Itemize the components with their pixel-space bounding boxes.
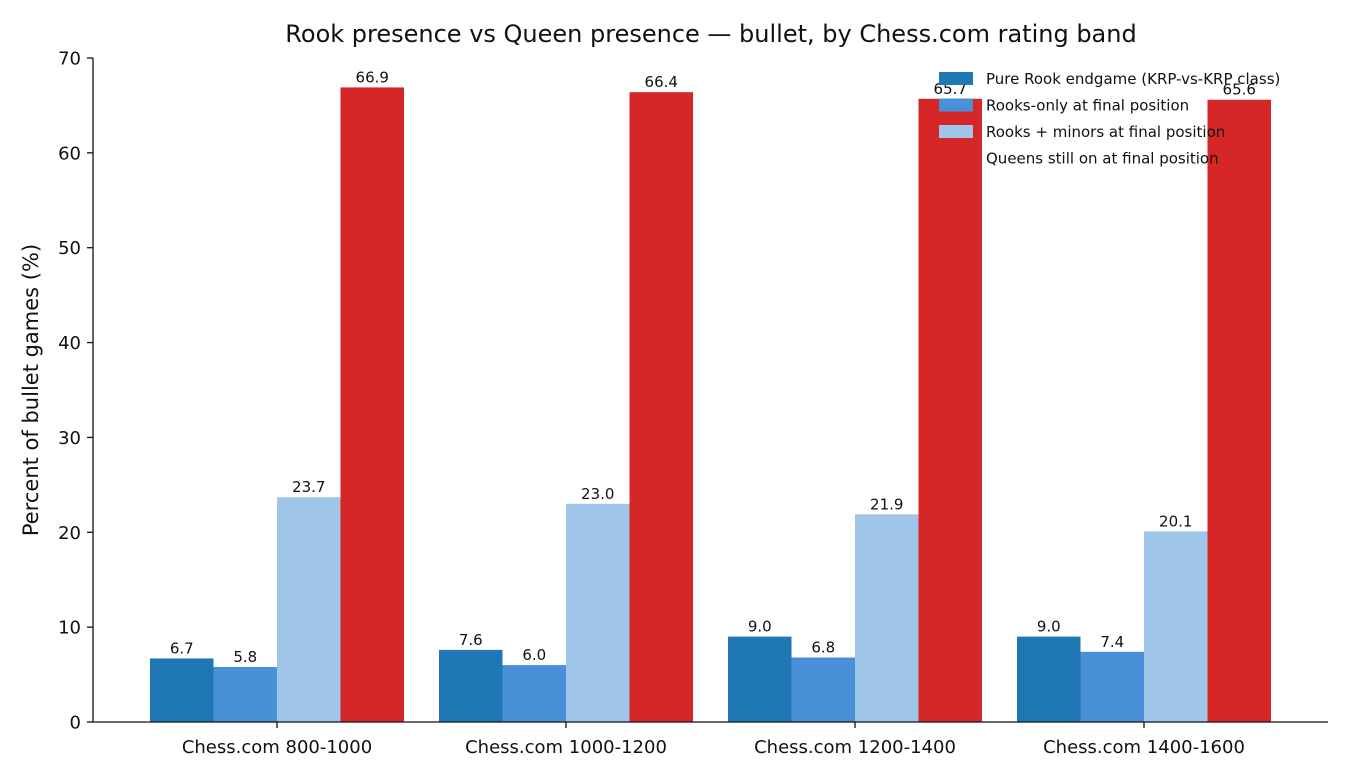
x-tick-label: Chess.com 1000-1200 [465, 737, 667, 758]
data-label: 21.9 [870, 495, 903, 513]
bar-4-4 [1207, 99, 1271, 723]
data-label: 66.9 [356, 68, 389, 86]
bar-3-1 [277, 497, 341, 722]
data-label: 7.6 [459, 631, 483, 649]
bar-4-2 [629, 92, 693, 722]
y-tick-label: 60 [58, 143, 81, 164]
bars-group [150, 87, 1271, 723]
x-tick-label: Chess.com 800-1000 [182, 737, 372, 758]
data-label: 23.0 [581, 485, 614, 503]
y-tick-label: 40 [58, 333, 81, 354]
y-tick-label: 20 [58, 523, 81, 544]
x-tick-label: Chess.com 1400-1600 [1043, 737, 1245, 758]
legend-swatch [939, 72, 973, 85]
bar-3-4 [1144, 531, 1208, 722]
data-label: 6.7 [170, 639, 194, 657]
data-label: 7.4 [1100, 633, 1124, 651]
legend-label: Pure Rook endgame (KRP-vs-KRP class) [986, 70, 1280, 88]
bar-1-2 [439, 649, 503, 722]
legend-swatch [939, 98, 973, 112]
y-tick-label: 30 [58, 428, 81, 449]
y-tick-label: 70 [58, 49, 81, 70]
legend-label: Rooks + minors at final position [986, 123, 1225, 141]
data-label: 9.0 [1037, 618, 1061, 636]
data-label: 20.1 [1159, 512, 1192, 530]
bar-4-1 [340, 87, 404, 722]
data-labels-group: 6.7 5.8 23.7 66.9 7.6 6.0 23.0 66.4 9.0 6.8 21.9 65… [170, 68, 1256, 666]
x-tick-label: Chess.com 1200-1400 [754, 737, 956, 758]
legend-swatch [939, 125, 973, 138]
legend: Pure Rook endgame (KRP-vs-KRP class) Rook… [939, 70, 1280, 168]
bar-2-2 [502, 665, 566, 722]
chart-title: Rook presence vs Queen presence — bullet… [285, 20, 1136, 48]
data-label: 6.8 [811, 639, 835, 657]
bar-2-3 [791, 657, 855, 722]
bar-3-3 [855, 514, 919, 722]
y-axis-label: Percent of bullet games (%) [19, 244, 43, 536]
bar-1-3 [728, 636, 792, 722]
legend-label: Queens still on at final position [986, 150, 1219, 168]
data-label: 5.8 [233, 648, 257, 666]
data-label: 9.0 [748, 618, 772, 636]
data-label: 23.7 [292, 478, 325, 496]
bar-1-1 [150, 658, 214, 722]
legend-label: Rooks-only at final position [986, 97, 1189, 115]
y-tick-label: 10 [58, 618, 81, 639]
bar-2-4 [1080, 651, 1144, 722]
y-tick-label: 50 [58, 238, 81, 259]
axes-group: 0 10 20 30 40 50 60 70 Chess.com 800-1000 Chess.c… [58, 49, 1328, 758]
data-label: 66.4 [645, 73, 678, 91]
y-tick-label: 0 [70, 713, 81, 734]
legend-swatch [939, 151, 973, 165]
bar-4-3 [918, 98, 982, 723]
bar-2-1 [213, 666, 277, 722]
data-label: 65.6 [1223, 81, 1256, 99]
bar-1-4 [1017, 636, 1081, 722]
data-label: 6.0 [522, 646, 546, 664]
bar-3-2 [566, 503, 630, 722]
